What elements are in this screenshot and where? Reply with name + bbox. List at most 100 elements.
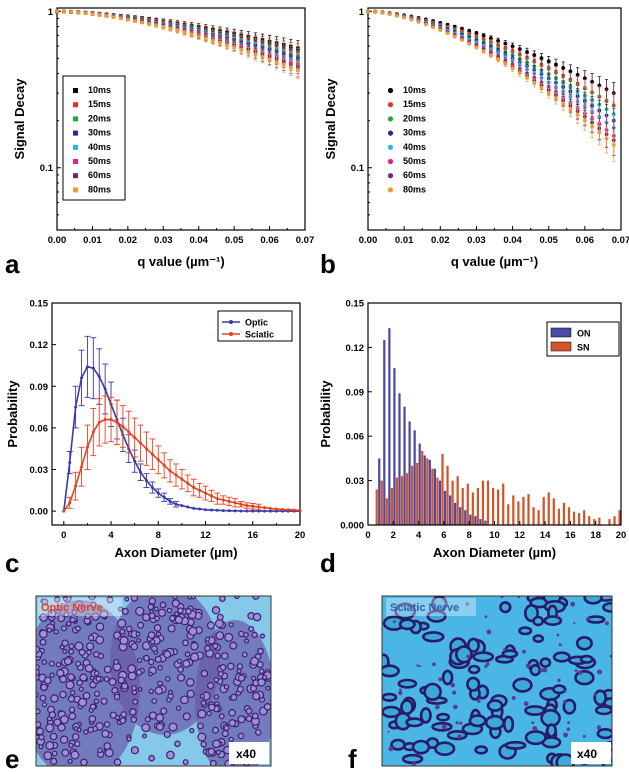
axon — [50, 694, 59, 703]
axon — [579, 654, 594, 664]
axon — [167, 624, 176, 633]
axon — [574, 669, 595, 686]
axon — [197, 732, 207, 742]
axon — [575, 635, 593, 651]
axon — [214, 652, 221, 660]
axon — [48, 711, 57, 719]
axon — [85, 642, 95, 651]
data-point — [281, 63, 286, 67]
data-point — [467, 41, 472, 46]
micrograph-frame-e — [35, 595, 272, 767]
axon — [215, 749, 222, 755]
small-axon — [557, 678, 561, 682]
axon — [441, 669, 454, 686]
data-point — [80, 465, 84, 469]
small-axon — [484, 664, 488, 668]
panel-letter-d: d — [320, 548, 336, 578]
data-point — [604, 136, 609, 141]
axon — [486, 699, 504, 712]
axon — [78, 648, 86, 656]
legend-label: 50ms — [403, 156, 426, 166]
y-tick-label: 1 — [359, 7, 365, 18]
axon — [257, 678, 266, 687]
axon — [401, 753, 424, 765]
axon — [108, 677, 117, 687]
legend-marker — [387, 144, 394, 150]
axon — [200, 700, 207, 706]
small-axon — [450, 682, 456, 688]
small-axon — [500, 596, 504, 599]
data-point — [68, 461, 72, 465]
axon — [200, 741, 207, 748]
small-axon — [457, 734, 462, 739]
bar-sn — [486, 480, 490, 525]
data-point — [140, 20, 144, 25]
mag-box-e — [229, 742, 269, 764]
legend-label: SN — [577, 343, 590, 353]
legend: ON SN — [546, 321, 620, 357]
data-point — [517, 47, 522, 52]
legend-label: 60ms — [403, 170, 426, 180]
axon — [245, 707, 253, 715]
small-axon — [597, 669, 602, 675]
axon — [204, 645, 211, 652]
bar-on — [428, 459, 431, 525]
x-tick-label: 0.04 — [503, 235, 522, 246]
axon — [212, 642, 219, 650]
x-axis-title: Axon Diameter (µm) — [433, 545, 556, 560]
data-point — [232, 45, 236, 50]
plot-frame-c — [51, 302, 301, 526]
axon — [53, 596, 61, 603]
data-point — [423, 22, 428, 27]
data-point — [115, 420, 119, 424]
bar-sn — [466, 483, 469, 525]
data-point — [590, 124, 594, 129]
data-point — [260, 55, 265, 59]
data-point — [133, 19, 137, 23]
y-axis-title: Probability — [318, 380, 333, 448]
axon — [74, 641, 84, 651]
data-point — [196, 34, 201, 39]
data-point — [481, 33, 486, 38]
axon — [216, 613, 224, 621]
axon — [36, 727, 44, 736]
x-tick-label: 18 — [590, 530, 601, 541]
axon — [539, 657, 552, 668]
sciatic-nerve-tissue — [382, 596, 612, 766]
small-axon — [593, 693, 597, 696]
axon — [53, 629, 59, 635]
data-point — [286, 508, 290, 512]
axon — [39, 613, 48, 622]
small-axon — [523, 701, 529, 707]
axon — [241, 651, 248, 658]
data-point — [103, 418, 107, 422]
data-point — [144, 447, 148, 451]
bar-sn — [598, 517, 601, 525]
small-axon — [531, 721, 535, 725]
bar-on — [423, 455, 426, 525]
data-point — [525, 75, 529, 80]
axon — [113, 659, 120, 665]
axon — [142, 613, 151, 622]
data-point — [561, 101, 566, 106]
axon — [99, 609, 109, 619]
axon — [390, 738, 406, 751]
data-point — [189, 32, 194, 37]
axon — [132, 698, 139, 705]
x-tick-label: 4 — [108, 530, 114, 541]
axon — [552, 651, 571, 663]
axon — [237, 715, 246, 724]
data-point — [85, 445, 89, 449]
axon — [89, 703, 97, 710]
data-point — [525, 50, 529, 54]
axon — [237, 674, 246, 682]
data-point — [62, 509, 66, 513]
x-tick-label: 0.03 — [467, 235, 486, 246]
axon — [144, 716, 151, 723]
axon — [174, 611, 180, 617]
axon — [163, 730, 171, 739]
axon — [93, 670, 100, 677]
bar-sn — [380, 480, 383, 525]
axon — [65, 680, 75, 690]
panel-b: 0.00 0.01 0.02 0.03 0.04 0.05 0.06 0.07 1 0.1 q va… — [320, 7, 629, 279]
